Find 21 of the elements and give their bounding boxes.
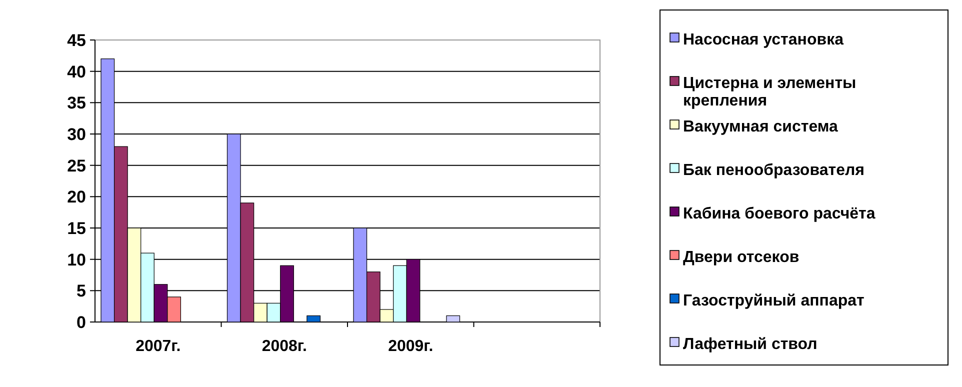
legend-label: Вакуумная система <box>683 118 838 136</box>
y-tick-label: 35 <box>67 94 86 113</box>
x-tick-label: 2007г. <box>136 338 181 355</box>
y-tick-label: 40 <box>67 62 86 82</box>
x-tick-label: 2009г. <box>388 338 434 355</box>
y-tick-label: 0 <box>76 312 86 332</box>
legend-label: Насосная установка <box>683 32 844 49</box>
y-tick-label: 5 <box>76 282 86 301</box>
legend-label: Бак пенообразователя <box>683 162 864 180</box>
y-tick-label: 30 <box>67 124 86 144</box>
y-tick-label: 10 <box>67 250 86 270</box>
legend-label: Кабина боевого расчёта <box>683 206 876 223</box>
legend-label: Цистерна и элементы крепления <box>683 75 856 110</box>
legend-label: Газоструйный аппарат <box>683 292 865 310</box>
legend-label: Лафетный ствол <box>683 336 818 354</box>
y-tick-label: 25 <box>67 156 86 176</box>
x-tick-label: 2008г. <box>262 338 307 355</box>
y-tick-label: 15 <box>67 218 86 238</box>
y-tick-label: 20 <box>67 188 86 207</box>
y-tick-label: 45 <box>67 30 86 50</box>
legend-label: Двери отсеков <box>683 249 800 266</box>
